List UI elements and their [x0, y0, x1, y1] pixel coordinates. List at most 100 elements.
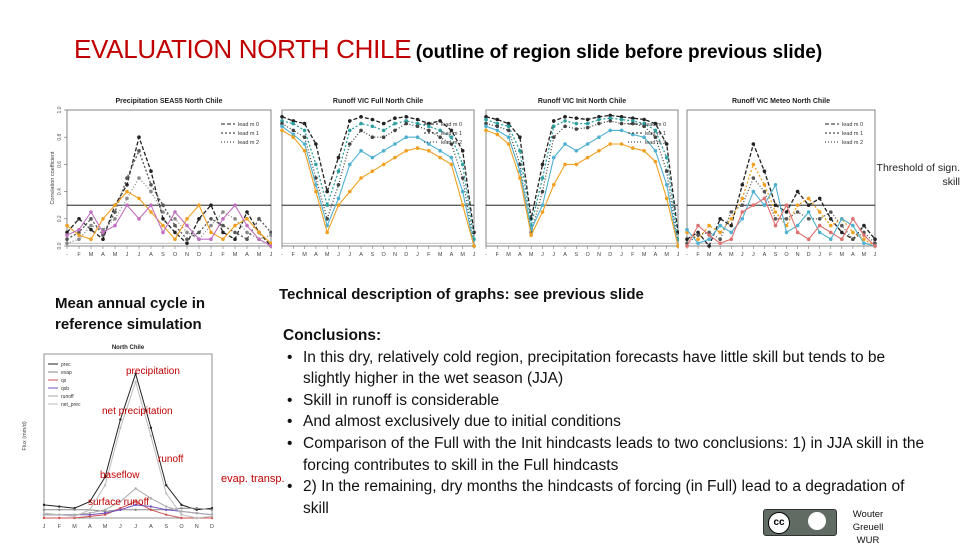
- data-point: [729, 210, 734, 214]
- data-point: [209, 223, 213, 228]
- y-axis-label: Flux (mm/d): [22, 421, 28, 451]
- data-point: [729, 237, 734, 241]
- data-point: [161, 223, 165, 228]
- legend-label: lead m 0: [238, 122, 259, 128]
- data-point: [563, 115, 567, 119]
- data-point: [729, 217, 734, 221]
- data-point: [314, 183, 318, 187]
- data-point: [828, 217, 833, 221]
- x-tick-label: A: [88, 524, 92, 530]
- data-point: [88, 513, 92, 516]
- chart-panel-runoff-meteo: Runoff VIC Meteo North Chile - F M A M J J A S O N D…: [679, 92, 879, 264]
- data-point: [653, 149, 658, 153]
- data-point: [773, 217, 778, 221]
- data-point: [325, 203, 329, 207]
- x-tick-label: M: [707, 252, 712, 258]
- data-point: [540, 210, 545, 214]
- x-tick-label: J: [752, 252, 755, 258]
- data-point: [597, 115, 601, 119]
- data-point: [438, 119, 442, 123]
- mean-annual-cycle-heading: Mean annual cycle in reference simulatio…: [55, 295, 206, 333]
- data-point: [707, 223, 711, 228]
- data-point: [740, 183, 745, 187]
- x-tick-label: M: [506, 252, 511, 258]
- cc-license-badge: cc: [763, 509, 837, 536]
- data-point: [585, 142, 590, 146]
- data-point: [65, 241, 69, 246]
- data-point: [173, 237, 177, 241]
- data-point: [180, 513, 183, 516]
- series-line-lead-m-1: [485, 117, 679, 240]
- data-point: [574, 149, 579, 153]
- data-point: [718, 241, 722, 246]
- data-point: [137, 176, 141, 180]
- conclusion-item: Comparison of the Full with the Init hin…: [283, 433, 933, 476]
- data-point: [851, 230, 855, 235]
- data-point: [359, 176, 363, 180]
- chart-panel-precipitation-seas5: Precipitation SEAS5 North Chile 1.0 0.8 0.6…: [45, 92, 275, 264]
- x-tick-label: M: [664, 252, 669, 258]
- x-tick-label: M: [257, 252, 262, 258]
- x-tick-label: J: [270, 252, 273, 258]
- data-point: [773, 210, 778, 214]
- x-tick-label: M: [89, 252, 94, 258]
- annotation-label: baseflow: [100, 470, 140, 481]
- data-point: [134, 508, 137, 511]
- series-line-lead-m-4: [485, 129, 679, 247]
- evap-transp-label: evap. transp.: [221, 473, 285, 485]
- x-tick-label: J: [541, 252, 544, 258]
- data-point: [751, 189, 756, 194]
- data-point: [707, 233, 711, 237]
- x-tick-label: F: [427, 252, 431, 258]
- plot-frame: [281, 109, 475, 247]
- data-point: [280, 119, 284, 123]
- data-point: [574, 121, 579, 126]
- data-point: [427, 149, 431, 153]
- data-point: [773, 223, 778, 228]
- y-tick-label: 0.6: [57, 161, 63, 168]
- x-tick-label: A: [101, 252, 105, 258]
- data-point: [381, 162, 386, 167]
- legend-label: prec: [61, 362, 71, 368]
- x-tick-label: O: [382, 252, 387, 258]
- data-point: [359, 149, 363, 153]
- data-point: [89, 223, 93, 228]
- data-point: [185, 241, 189, 246]
- data-point: [664, 169, 669, 173]
- chart-precipitation-seas5: Precipitation SEAS5 North Chile 1.0 0.8 0.6…: [50, 98, 273, 258]
- x-tick-label: D: [404, 252, 408, 258]
- data-point: [438, 128, 442, 133]
- chart-runoff-meteo: Runoff VIC Meteo North Chile- F M A M J J A S O N D…: [685, 98, 877, 258]
- data-point: [257, 217, 261, 221]
- data-point: [233, 203, 237, 207]
- x-tick-label: A: [359, 252, 363, 258]
- data-point: [291, 135, 296, 139]
- data-point: [314, 189, 318, 194]
- data-point: [851, 237, 855, 241]
- data-point: [113, 210, 117, 214]
- data-point: [438, 149, 442, 153]
- data-point: [506, 121, 511, 126]
- data-point: [449, 142, 454, 146]
- legend-label: lead m 2: [238, 140, 259, 146]
- data-point: [302, 135, 307, 139]
- data-point: [393, 128, 397, 133]
- data-point: [359, 115, 363, 119]
- data-point: [806, 203, 811, 207]
- data-point: [718, 217, 722, 221]
- x-tick-label: -: [485, 252, 487, 258]
- x-tick-label: N: [597, 252, 601, 258]
- x-tick-label: J: [620, 252, 623, 258]
- x-tick-label: N: [195, 524, 199, 530]
- data-point: [393, 155, 397, 160]
- x-tick-label: O: [179, 524, 184, 530]
- data-point: [89, 227, 93, 232]
- data-point: [840, 230, 844, 235]
- x-tick-label: F: [221, 252, 225, 258]
- data-point: [404, 115, 409, 119]
- legend-label: lead m 1: [645, 131, 666, 137]
- data-point: [197, 237, 201, 241]
- data-point: [88, 515, 92, 518]
- data-point: [707, 244, 711, 248]
- data-point: [685, 237, 689, 241]
